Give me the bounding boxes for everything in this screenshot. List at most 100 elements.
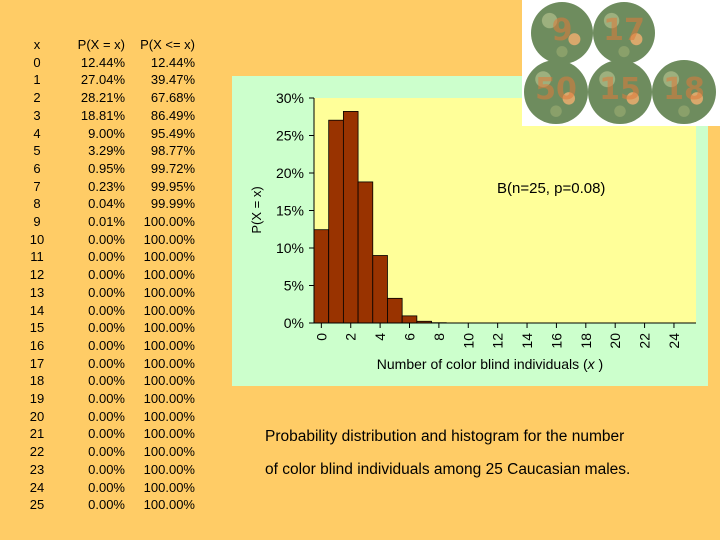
table-cell: 17 [29, 355, 45, 371]
table-cell: 12.44% [80, 54, 125, 70]
table-cell: 0.00% [88, 284, 125, 300]
table-cell: 16 [29, 337, 45, 353]
x-axis-label: Number of color blind individuals (x ) [377, 356, 603, 372]
bar [357, 181, 374, 324]
table-cell: 1 [33, 72, 41, 88]
table-cell: 0.00% [88, 267, 125, 283]
table-cell: 11 [30, 249, 44, 265]
table-header: P(X <= x) [140, 37, 195, 52]
plate-numeral: 18 [663, 72, 705, 107]
table-cell: 100.00% [143, 214, 195, 229]
ishihara-plate: 18 [652, 60, 716, 124]
table-header: P(X = x) [77, 37, 125, 52]
ishihara-plate: 17 [593, 2, 655, 64]
table-cell: 22 [29, 444, 45, 460]
table-cell: 0.00% [88, 337, 125, 353]
ishihara-plate: 50 [524, 60, 588, 124]
y-axis-label: P(X = x) [249, 186, 264, 233]
table-cell: 0.00% [88, 426, 125, 442]
table-cell: 15 [29, 320, 45, 336]
table-cell: 100.00% [143, 284, 195, 300]
table-cell: 0.00% [88, 479, 125, 495]
table-cell: 0.95% [88, 160, 125, 176]
table-cell: 0.00% [88, 320, 125, 336]
x-tick-label: 14 [519, 333, 535, 349]
x-tick-label: 22 [637, 333, 653, 349]
table-cell: 0.04% [88, 196, 125, 212]
bar [328, 119, 344, 324]
bar [387, 297, 403, 324]
table-cell: 9 [33, 214, 41, 229]
histogram-chart: 0%5%10%15%20%25%30%0 2 4 6 8 10 12 14 16 18 20 22 24… [249, 90, 696, 372]
table-cell: 27.04% [80, 72, 125, 88]
table-cell: 0.00% [88, 444, 125, 460]
table-cell: 0.00% [88, 497, 125, 513]
x-tick-label: 12 [490, 333, 506, 349]
table-cell: 5 [33, 143, 41, 159]
y-tick-label: 20% [276, 165, 304, 181]
table-cell: 3.29% [88, 143, 125, 159]
y-tick-label: 15% [276, 203, 304, 219]
distribution-annotation: B(n=25, p=0.08) [497, 180, 605, 197]
bar [313, 229, 330, 324]
table-cell: 100.00% [143, 231, 195, 247]
y-tick-label: 30% [276, 90, 304, 106]
bar [342, 111, 359, 324]
ishihara-plate: 9 [531, 2, 593, 64]
table-cell: 98.77% [150, 143, 195, 159]
table-cell: 18 [29, 373, 45, 389]
x-tick-label: 0 [313, 333, 329, 341]
table-cell: 100.00% [143, 408, 195, 424]
table-cell: 0.23% [88, 178, 125, 194]
y-tick-label: 0% [284, 315, 304, 331]
table-cell: 12 [29, 267, 45, 283]
plate-numeral: 50 [535, 72, 577, 107]
x-tick-label: 4 [372, 333, 388, 341]
table-cell: 0.00% [88, 355, 125, 371]
table-cell: 2 [33, 90, 41, 106]
table-cell: 100.00% [143, 479, 195, 495]
table-cell: 13 [29, 284, 45, 300]
table-cell: 99.99% [150, 196, 195, 212]
table-cell: 8 [33, 196, 41, 212]
table-cell: 100.00% [143, 461, 195, 477]
table-cell: 100.00% [143, 355, 195, 371]
x-tick-label: 8 [431, 333, 447, 341]
chart-panel: 0% 5% 10% 15% 20% 25% 30% 0 2 4 6 8 10 12 14 16 18 20 22 24… [232, 76, 708, 386]
table-cell: 18.81% [80, 107, 125, 123]
table-cell: 100.00% [143, 444, 195, 460]
table-cell: 100.00% [143, 391, 195, 406]
table-cell: 100.00% [143, 337, 195, 353]
bar [372, 255, 388, 324]
table-cell: 99.95% [150, 178, 195, 194]
x-tick-label: 18 [578, 333, 594, 349]
y-tick-label: 25% [276, 128, 304, 144]
bar [401, 315, 418, 324]
ishihara-plate: 15 [588, 60, 652, 124]
x-tick-label: 16 [548, 333, 564, 349]
table-cell: 100.00% [143, 373, 195, 389]
plate-numeral: 9 [551, 13, 573, 48]
table-cell: 0.00% [88, 373, 125, 389]
table-cell: 12.44% [150, 54, 195, 70]
table-cell: 0.01% [88, 214, 125, 229]
color-blindness-plates-image: 9 17 50 15 18 [522, 0, 720, 126]
table-cell: 100.00% [143, 267, 195, 283]
x-tick-label: 10 [460, 333, 476, 349]
figure-caption: Probability distribution and histogram f… [265, 420, 705, 486]
table-cell: 6 [33, 160, 41, 176]
table-cell: 0.00% [88, 249, 125, 265]
table-cell: 100.00% [143, 249, 195, 265]
caption-line-1: Probability distribution and histogram f… [265, 428, 625, 445]
table-cell: 14 [29, 302, 45, 318]
table-cell: 0.00% [88, 231, 125, 247]
table-cell: 39.47% [150, 72, 195, 88]
table-cell: 67.68% [150, 90, 195, 106]
x-tick-label: 6 [402, 333, 418, 341]
x-tick-label: 20 [607, 333, 623, 349]
plate-numeral: 17 [603, 13, 645, 48]
table-cell: 25 [29, 497, 45, 513]
table-cell: 21 [29, 426, 45, 442]
table-cell: 99.72% [150, 160, 195, 176]
table-cell: 100.00% [143, 426, 195, 442]
